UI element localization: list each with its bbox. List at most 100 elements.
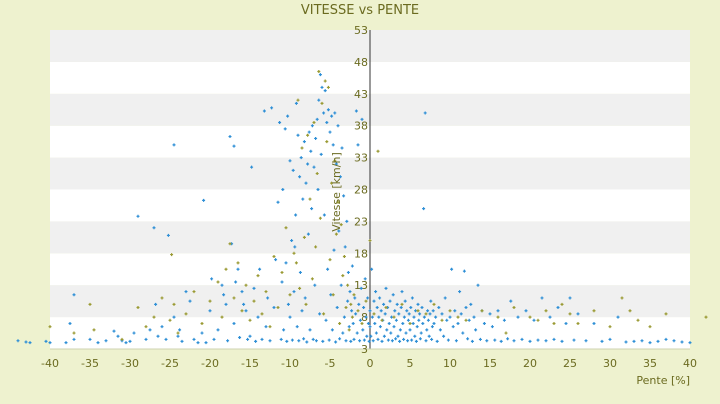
data-point-blue xyxy=(356,143,360,147)
y-tick-label: 18 xyxy=(354,247,368,260)
data-point-olive xyxy=(72,331,76,335)
x-tick-label: -15 xyxy=(241,357,259,370)
data-point-olive xyxy=(368,239,372,243)
data-point-blue xyxy=(330,328,334,332)
data-point-blue xyxy=(24,340,28,344)
data-point-blue xyxy=(446,338,450,342)
data-point-olive xyxy=(208,299,212,303)
data-point-blue xyxy=(336,124,340,128)
data-point-blue xyxy=(369,334,373,338)
data-point-olive xyxy=(144,325,148,329)
data-point-blue xyxy=(144,337,148,341)
data-point-olive xyxy=(380,318,384,322)
data-point-blue xyxy=(418,312,422,316)
data-point-blue xyxy=(351,321,355,325)
data-point-blue xyxy=(632,339,636,343)
data-point-blue xyxy=(345,219,349,223)
data-point-blue xyxy=(180,339,184,343)
data-point-blue xyxy=(349,339,353,343)
data-point-blue xyxy=(301,197,305,201)
data-point-blue xyxy=(306,162,310,166)
data-point-olive xyxy=(372,312,376,316)
data-point-blue xyxy=(384,286,388,290)
data-point-blue xyxy=(387,321,391,325)
data-point-olive xyxy=(704,315,708,319)
data-point-blue xyxy=(640,339,644,343)
data-point-blue xyxy=(346,299,350,303)
data-point-olive xyxy=(664,312,668,316)
data-point-blue xyxy=(184,290,188,294)
data-point-blue xyxy=(246,337,250,341)
data-point-blue xyxy=(335,306,339,310)
data-point-blue xyxy=(286,302,290,306)
data-point-blue xyxy=(421,321,425,325)
data-point-blue xyxy=(428,312,432,316)
data-point-blue xyxy=(367,339,371,343)
data-point-olive xyxy=(440,318,444,322)
data-point-blue xyxy=(298,175,302,179)
data-point-olive xyxy=(284,226,288,230)
data-point-olive xyxy=(88,302,92,306)
data-point-blue xyxy=(323,89,327,93)
data-point-olive xyxy=(256,274,260,278)
data-point-blue xyxy=(309,149,313,153)
data-point-blue xyxy=(397,312,401,316)
x-tick-label: -20 xyxy=(201,357,219,370)
data-point-blue xyxy=(378,296,382,300)
data-point-blue xyxy=(419,331,423,335)
data-point-blue xyxy=(28,341,32,345)
data-point-olive xyxy=(184,312,188,316)
data-point-blue xyxy=(310,207,314,211)
data-point-blue xyxy=(366,296,370,300)
data-point-blue xyxy=(401,321,405,325)
data-point-olive xyxy=(552,321,556,325)
data-point-blue xyxy=(406,339,410,343)
data-point-blue xyxy=(548,315,552,319)
data-point-blue xyxy=(280,280,284,284)
data-point-blue xyxy=(294,101,298,105)
data-point-blue xyxy=(333,111,337,115)
y-tick-label: 28 xyxy=(354,184,368,197)
data-point-blue xyxy=(451,325,455,329)
data-point-olive xyxy=(306,133,310,137)
data-point-blue xyxy=(390,339,394,343)
data-point-olive xyxy=(480,309,484,313)
data-point-blue xyxy=(260,337,264,341)
data-point-olive xyxy=(536,318,540,322)
data-point-blue xyxy=(136,214,140,218)
data-point-blue xyxy=(320,85,324,89)
data-point-blue xyxy=(152,226,156,230)
data-point-blue xyxy=(232,144,236,148)
data-point-blue xyxy=(624,340,628,344)
data-point-blue xyxy=(388,299,392,303)
data-point-blue xyxy=(172,143,176,147)
x-axis-label: Pente [%] xyxy=(636,374,690,387)
data-point-blue xyxy=(375,306,379,310)
x-tick-label: 15 xyxy=(483,357,497,370)
data-point-blue xyxy=(96,341,100,345)
data-point-blue xyxy=(560,339,564,343)
data-point-blue xyxy=(564,321,568,325)
data-point-olive xyxy=(408,321,412,325)
data-point-blue xyxy=(290,239,294,243)
data-point-blue xyxy=(440,312,444,316)
y-tick-label: 48 xyxy=(354,56,368,69)
data-point-blue xyxy=(319,152,323,156)
data-point-olive xyxy=(328,258,332,262)
data-point-olive xyxy=(360,321,364,325)
data-point-blue xyxy=(288,159,292,163)
data-point-blue xyxy=(298,270,302,274)
data-point-blue xyxy=(352,337,356,341)
data-point-olive xyxy=(248,318,252,322)
data-point-blue xyxy=(330,114,334,118)
data-point-blue xyxy=(572,338,576,342)
data-point-blue xyxy=(424,339,428,343)
data-point-olive xyxy=(347,328,351,332)
data-point-blue xyxy=(398,339,402,343)
data-point-olive xyxy=(628,309,632,313)
data-point-olive xyxy=(326,85,330,89)
data-point-blue xyxy=(262,109,266,113)
data-point-olive xyxy=(334,232,338,236)
data-point-olive xyxy=(294,261,298,265)
